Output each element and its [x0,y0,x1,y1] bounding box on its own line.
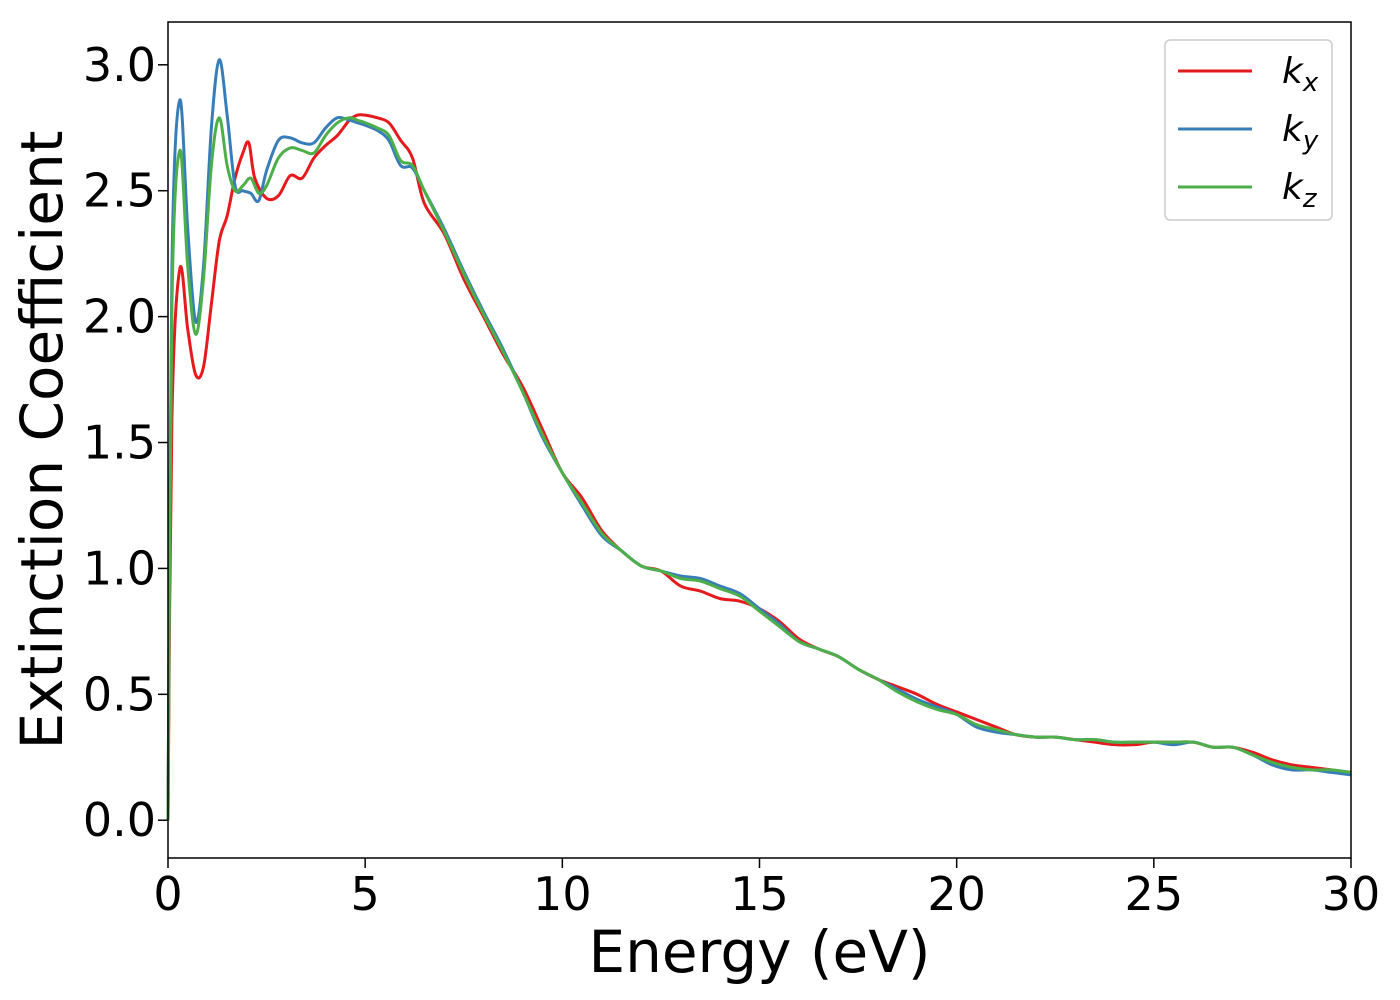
x-tick-label: 30 [1322,867,1381,921]
x-tick-label: 25 [1125,867,1184,921]
series-line-z [166,116,1352,821]
x-axis-ticks: 0 5 10 15 20 25 30 [153,858,1380,921]
legend: kx ky kz [1164,39,1333,221]
y-tick-label: 1.5 [83,416,156,470]
y-axis-title: Extinction Coefficient [8,131,76,750]
y-tick-label: 1.0 [83,541,156,595]
x-tick-label: 20 [927,867,986,921]
x-axis-title: Energy (eV) [588,918,930,986]
x-tick-label: 15 [730,867,789,921]
legend-label-x: kx [1282,51,1319,98]
x-tick-label: 10 [533,867,592,921]
series-line-x [166,113,1352,821]
y-tick-label: 3.0 [83,38,156,92]
legend-label-z: kz [1282,167,1318,214]
x-tick-label: 0 [153,867,182,921]
x-tick-label: 5 [351,867,380,921]
y-tick-label: 0.0 [83,793,156,847]
y-tick-label: 0.5 [83,667,156,721]
y-tick-label: 2.0 [83,290,156,344]
y-axis-ticks: 0.0 0.5 1.0 1.5 2.0 2.5 3.0 [83,38,168,847]
series-lines [166,58,1352,821]
y-tick-label: 2.5 [83,164,156,218]
legend-label-y: ky [1282,109,1319,156]
